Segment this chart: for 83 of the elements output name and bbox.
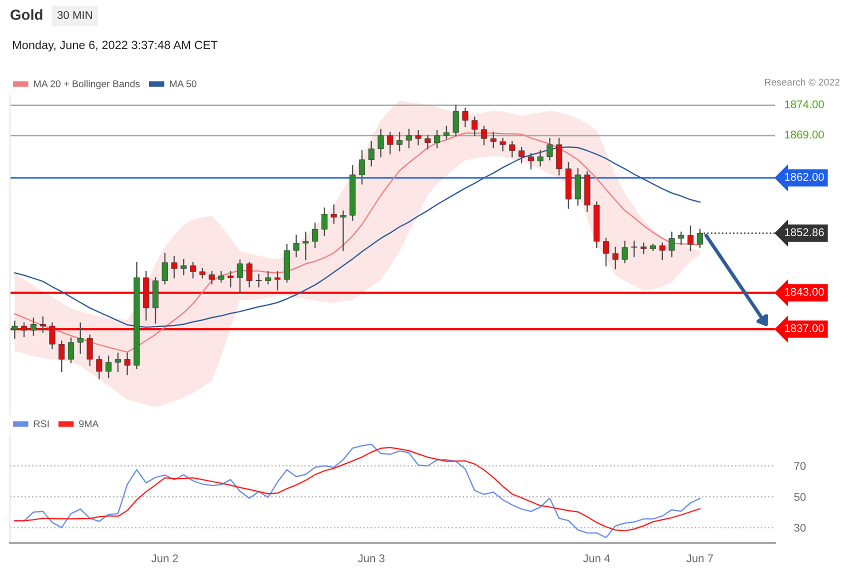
candlestick — [387, 132, 394, 154]
candlestick — [180, 258, 187, 276]
candlestick — [330, 204, 337, 224]
candlestick — [171, 256, 178, 278]
candlestick — [77, 322, 84, 354]
chart-subtitle: 30 MIN — [57, 11, 92, 19]
chart-title: Gold — [10, 9, 42, 20]
candlestick — [472, 116, 478, 136]
candlestick — [480, 126, 488, 146]
ref-line-label: 1874.00 — [785, 100, 824, 108]
candlestick — [415, 130, 422, 146]
candlestick — [631, 240, 638, 258]
candlestick — [687, 226, 694, 252]
candlestick — [368, 140, 374, 166]
candlestick — [302, 232, 309, 260]
candlestick — [68, 338, 74, 363]
candlestick — [124, 352, 130, 376]
candlestick — [312, 222, 318, 248]
x-tick-label: Jun 2 — [151, 554, 178, 562]
candlestick — [378, 128, 384, 158]
ref-line-label: 1852.86 — [785, 228, 824, 236]
ref-line-label: 1837.00 — [785, 324, 824, 332]
candlestick — [49, 322, 56, 350]
candlestick — [256, 274, 262, 288]
candlestick — [199, 268, 206, 278]
candlestick — [274, 271, 281, 290]
candlestick — [640, 242, 647, 254]
candlestick — [537, 150, 544, 166]
candlestick — [659, 242, 666, 260]
y-tick-label: 30 — [794, 524, 806, 532]
candlestick — [668, 232, 675, 258]
candlestick — [678, 232, 684, 246]
candlestick — [396, 132, 403, 152]
text: Research © 2022 — [765, 78, 840, 86]
candlestick — [443, 126, 450, 140]
candlestick — [462, 108, 468, 128]
candlestick — [162, 252, 168, 284]
candlestick — [340, 210, 346, 252]
candlestick — [406, 128, 412, 148]
candlestick — [21, 322, 28, 337]
candlestick — [246, 262, 252, 288]
text: Monday, June 6, 2022 3:37:48 AM CET — [12, 40, 218, 52]
candlestick — [509, 140, 516, 158]
x-tick-label: Jun 4 — [583, 554, 610, 562]
candlestick — [265, 271, 272, 284]
legend-label: RSI — [34, 420, 49, 428]
candlestick — [208, 271, 215, 284]
candlestick — [86, 334, 93, 366]
y-tick-label: 70 — [794, 462, 806, 470]
candlestick — [603, 238, 610, 266]
x-tick-label: Jun 3 — [358, 554, 384, 562]
legend-label: MA 20 + Bollinger Bands — [34, 80, 140, 90]
candlestick — [452, 104, 459, 136]
candlestick — [218, 271, 224, 283]
ref-line-label: 1869.00 — [785, 130, 824, 139]
candlestick — [293, 234, 300, 258]
candlestick — [500, 138, 506, 152]
candlestick — [528, 153, 534, 170]
y-tick-label: 50 — [794, 492, 806, 501]
candlestick — [12, 320, 18, 339]
candlestick — [58, 340, 65, 372]
candlestick — [236, 260, 243, 294]
candlestick — [622, 240, 628, 264]
candlestick — [434, 130, 440, 148]
candlestick — [40, 316, 46, 333]
candlestick — [358, 150, 366, 185]
candlestick — [612, 246, 618, 270]
candlestick — [518, 147, 525, 164]
x-tick-label: Jun 7 — [686, 554, 713, 562]
candlestick — [114, 352, 121, 372]
candlestick — [228, 271, 234, 288]
candlestick — [321, 207, 328, 236]
ref-line-label: 1862.00 — [785, 172, 824, 181]
candlestick — [190, 262, 196, 278]
candlestick — [424, 134, 431, 150]
ref-line-label: 1843.00 — [785, 288, 824, 296]
candlestick — [106, 356, 112, 378]
legend-label: 9MA — [79, 420, 99, 428]
candlestick — [490, 132, 496, 148]
candlestick — [30, 318, 36, 336]
legend-label: MA 50 — [170, 80, 196, 88]
candlestick — [96, 356, 102, 380]
candlestick — [546, 138, 553, 160]
